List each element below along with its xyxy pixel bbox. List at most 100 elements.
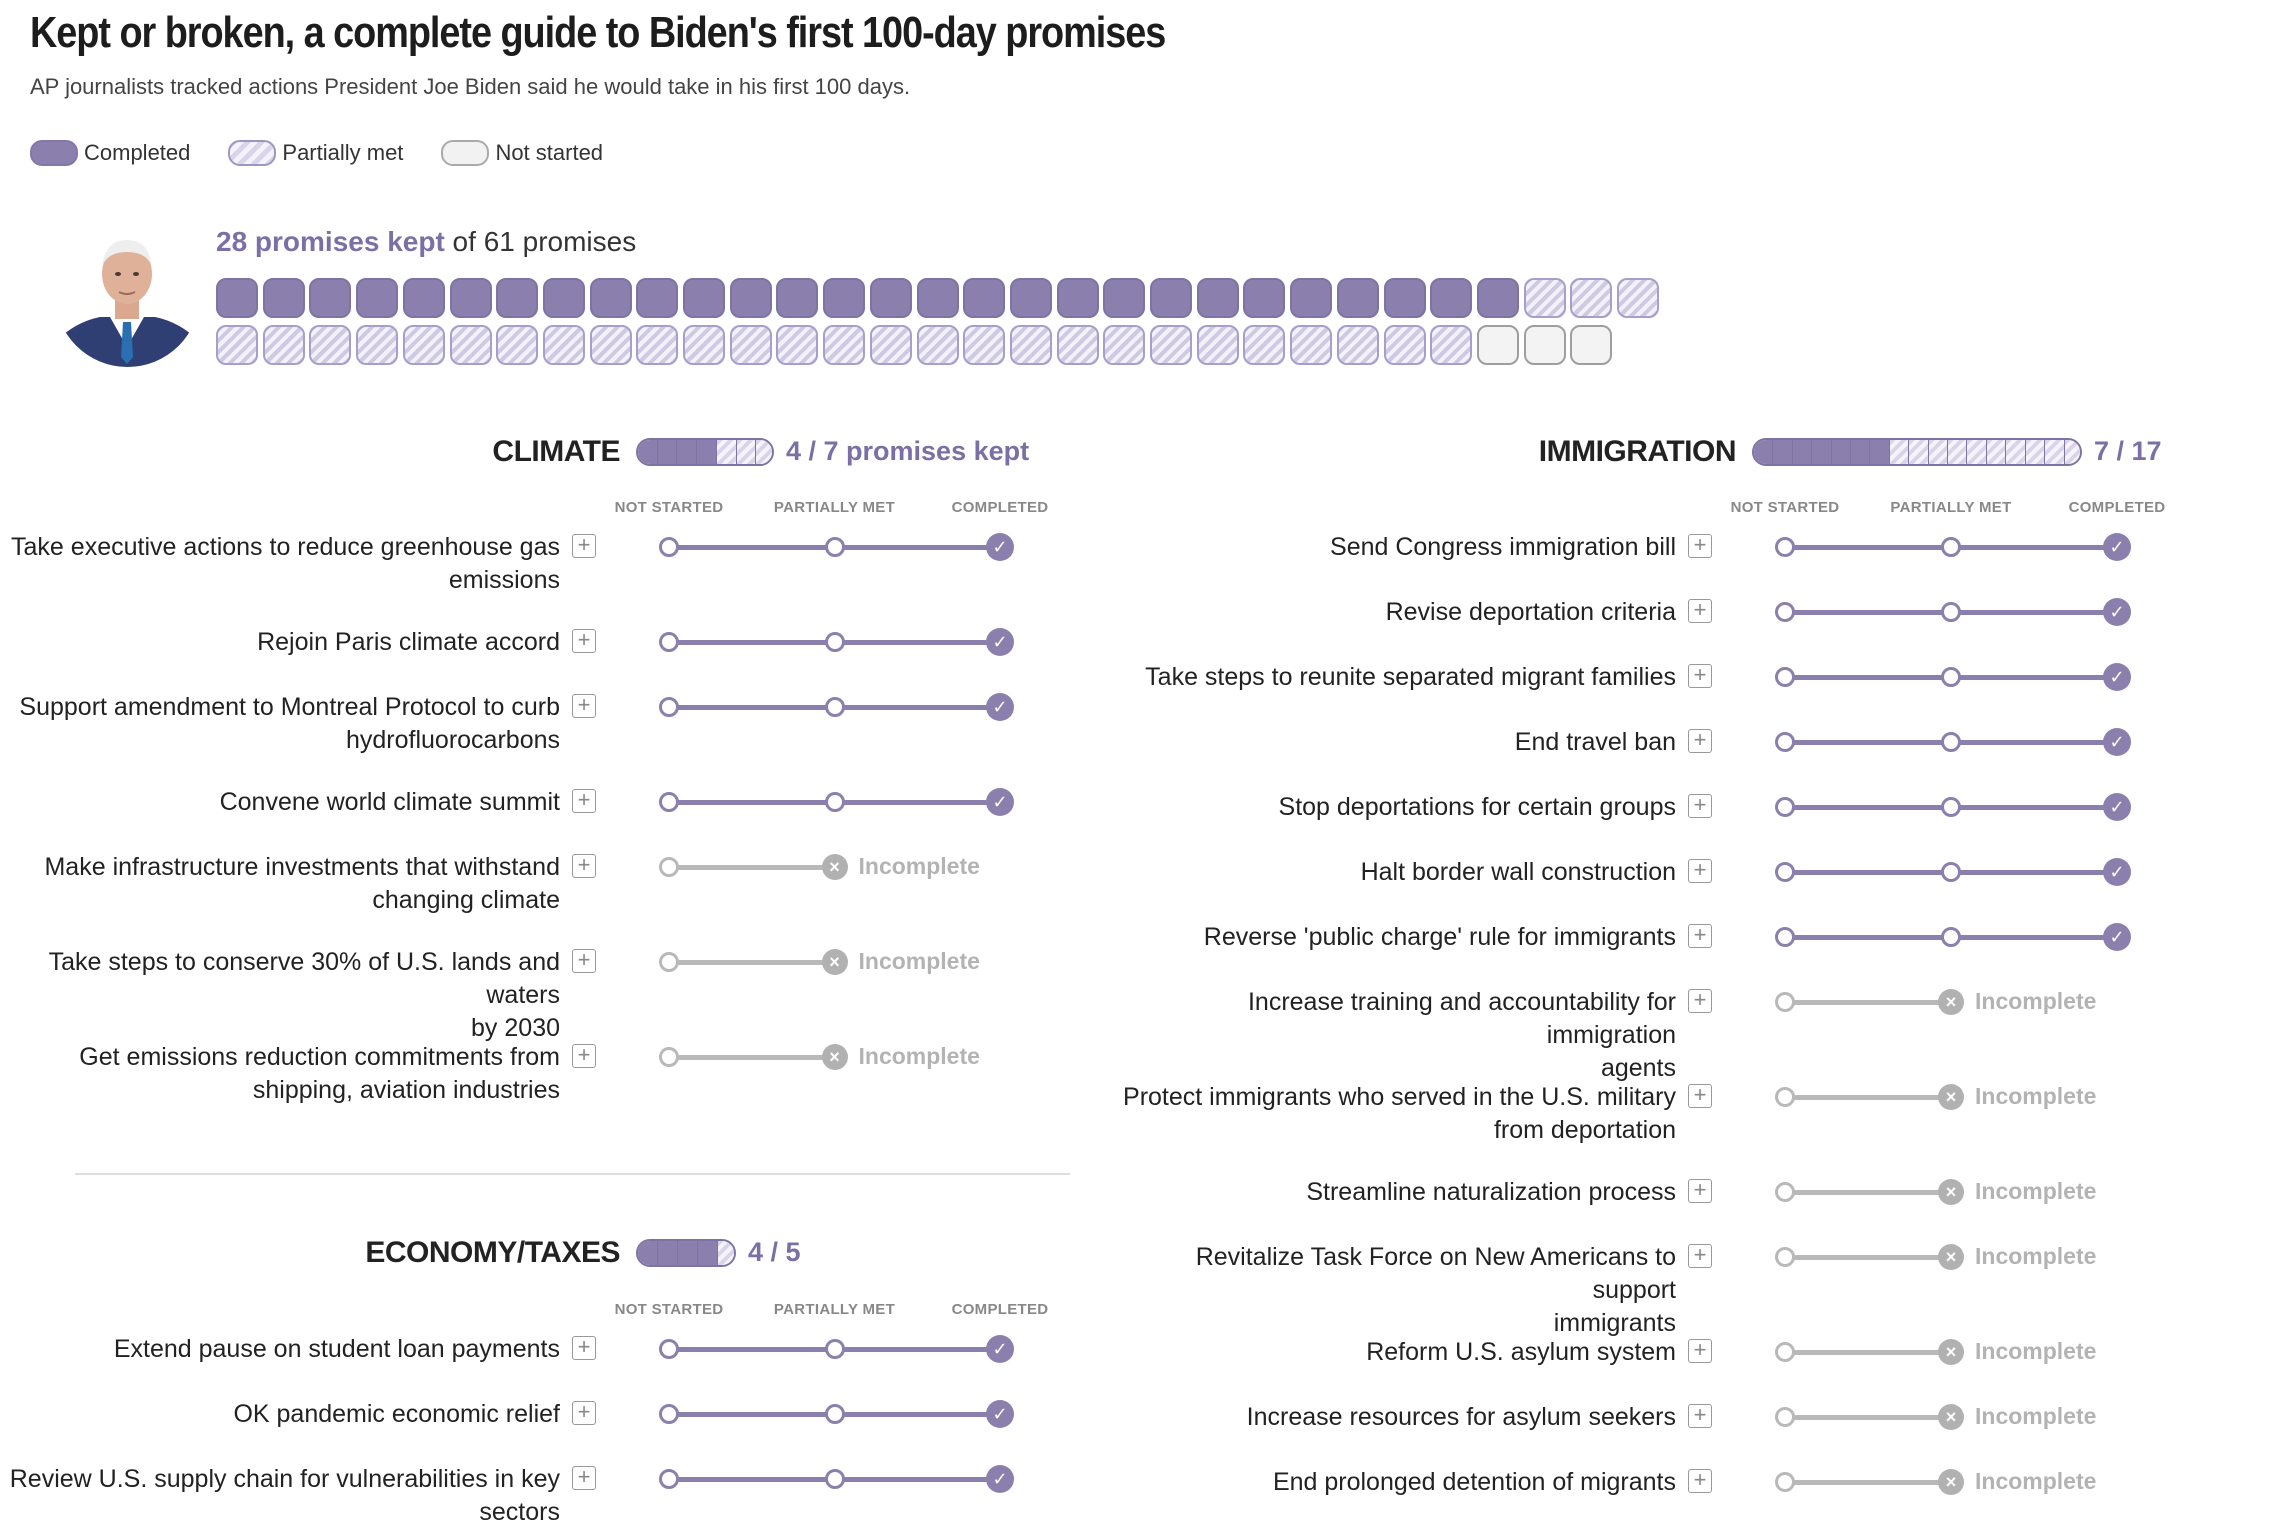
- promise-dot-notstarted: [1570, 325, 1613, 365]
- incomplete-label: Incomplete: [1975, 1243, 2097, 1269]
- promise-label-line: Reform U.S. asylum system: [1366, 1338, 1676, 1366]
- section-bar-segment: [1986, 440, 2007, 464]
- promise-dot-partial: [216, 325, 258, 365]
- not-started-node: [659, 1047, 679, 1067]
- biden-portrait: [55, 222, 200, 367]
- expand-plus-icon[interactable]: +: [1688, 1244, 1712, 1268]
- expand-plus-icon[interactable]: +: [1688, 1339, 1712, 1363]
- promise-dot-partial: [449, 325, 492, 365]
- promise-dot-completed: [1336, 278, 1379, 318]
- promise-label-line: from deportation: [1493, 1116, 1676, 1144]
- promise-label-line: Halt border wall construction: [1360, 858, 1676, 886]
- not-started-node: [659, 697, 679, 717]
- promise-dot-partial: [916, 325, 959, 365]
- promise-dot-partial: [1383, 325, 1426, 365]
- expand-plus-icon[interactable]: +: [572, 1401, 596, 1425]
- legend-partial: Partially met: [228, 140, 403, 166]
- x-mark-icon: ×: [1938, 989, 1964, 1015]
- expand-plus-icon[interactable]: +: [572, 854, 596, 878]
- section-count-economy: 4 / 5: [748, 1237, 801, 1267]
- expand-plus-icon[interactable]: +: [1688, 1404, 1712, 1428]
- not-started-node: [1775, 732, 1795, 752]
- legend-partial-label: Partially met: [282, 140, 404, 165]
- section-bar-segment: [2064, 440, 2080, 464]
- promise-label: Increase training and accountability for…: [1116, 986, 1676, 1085]
- expand-plus-icon[interactable]: +: [1688, 1084, 1712, 1108]
- expand-plus-icon[interactable]: +: [572, 1044, 596, 1068]
- section-progress-bar-immigration: [1752, 438, 2082, 466]
- expand-plus-icon[interactable]: +: [572, 1466, 596, 1490]
- section-bar-segment: [1928, 440, 1949, 464]
- expand-plus-icon[interactable]: +: [572, 1336, 596, 1360]
- promise-label-line: Revise deportation criteria: [1385, 598, 1676, 626]
- promise-dot-completed: [542, 278, 585, 318]
- not-started-node: [1775, 927, 1795, 947]
- promise-label-line: OK pandemic economic relief: [233, 1400, 560, 1428]
- column-header-not-started: NOT STARTED: [614, 499, 724, 516]
- promise-label-line: shipping, aviation industries: [252, 1076, 560, 1104]
- expand-plus-icon[interactable]: +: [1688, 664, 1712, 688]
- checkmark-icon: ✓: [2103, 728, 2131, 756]
- promise-label: Send Congress immigration bill: [1116, 531, 1676, 564]
- not-started-node: [659, 1469, 679, 1489]
- section-bar-segment: [638, 1241, 658, 1265]
- expand-plus-icon[interactable]: +: [1688, 794, 1712, 818]
- incomplete-label: Incomplete: [1975, 1468, 2097, 1494]
- progress-track: [669, 865, 835, 870]
- promise-label-line: Extend pause on student loan payments: [113, 1335, 560, 1363]
- incomplete-label: Incomplete: [1975, 1083, 2097, 1109]
- expand-plus-icon[interactable]: +: [1688, 989, 1712, 1013]
- expand-plus-icon[interactable]: +: [572, 694, 596, 718]
- summary-text: 28 promises kept of 61 promises: [216, 226, 636, 258]
- legend-notstarted-swatch: [441, 140, 490, 166]
- section-bar-segment: [1870, 440, 1890, 464]
- legend-completed-label: Completed: [84, 140, 191, 165]
- promise-dot-completed: [823, 278, 866, 318]
- expand-plus-icon[interactable]: +: [1688, 924, 1712, 948]
- expand-plus-icon[interactable]: +: [572, 534, 596, 558]
- expand-plus-icon[interactable]: +: [572, 949, 596, 973]
- section-bar-segment: [657, 440, 678, 464]
- not-started-node: [659, 792, 679, 812]
- promise-label: Stop deportations for certain groups: [1116, 791, 1676, 824]
- section-count-climate: 4 / 7 promises kept: [786, 436, 1030, 466]
- promise-dot-completed: [963, 278, 1006, 318]
- promise-label: Revise deportation criteria: [1116, 596, 1676, 629]
- section-bar-segment: [1792, 440, 1813, 464]
- promise-dot-completed: [589, 278, 632, 318]
- expand-plus-icon[interactable]: +: [1688, 729, 1712, 753]
- promise-label-line: agents: [1600, 1054, 1676, 1082]
- promise-label: Convene world climate summit: [0, 786, 560, 819]
- checkmark-icon: ✓: [986, 788, 1014, 816]
- promise-dot-completed: [309, 278, 352, 318]
- not-started-node: [1775, 862, 1795, 882]
- expand-plus-icon[interactable]: +: [1688, 599, 1712, 623]
- section-progress-bar-climate: [636, 438, 774, 466]
- expand-plus-icon[interactable]: +: [1688, 1469, 1712, 1493]
- promise-dot-partial: [776, 325, 819, 365]
- promise-label-line: End travel ban: [1514, 728, 1676, 756]
- promise-label-line: Support amendment to Montreal Protocol t…: [19, 693, 560, 721]
- page-title: Kept or broken, a complete guide to Bide…: [30, 8, 1166, 57]
- x-mark-icon: ×: [1938, 1084, 1964, 1110]
- expand-plus-icon[interactable]: +: [1688, 1179, 1712, 1203]
- expand-plus-icon[interactable]: +: [572, 629, 596, 653]
- promise-label: End travel ban: [1116, 726, 1676, 759]
- promise-label-line: Take steps to reunite separated migrant …: [1145, 663, 1676, 691]
- promise-label: Protect immigrants who served in the U.S…: [1116, 1081, 1676, 1147]
- expand-plus-icon[interactable]: +: [572, 789, 596, 813]
- expand-plus-icon[interactable]: +: [1688, 534, 1712, 558]
- column-header-completed: COMPLETED: [2068, 499, 2166, 516]
- expand-plus-icon[interactable]: +: [1688, 859, 1712, 883]
- x-mark-icon: ×: [1938, 1244, 1964, 1270]
- promise-dot-completed: [356, 278, 399, 318]
- section-bar-segment: [2025, 440, 2046, 464]
- x-mark-icon: ×: [1938, 1469, 1964, 1495]
- promise-dot-completed: [216, 278, 258, 318]
- incomplete-label: Incomplete: [1975, 988, 2097, 1014]
- partially-met-node: [824, 1339, 845, 1359]
- partially-met-node: [824, 537, 845, 557]
- section-divider: [75, 1173, 1070, 1175]
- promise-label: Get emissions reduction commitments from…: [0, 1041, 560, 1107]
- promise-dot-completed: [1243, 278, 1286, 318]
